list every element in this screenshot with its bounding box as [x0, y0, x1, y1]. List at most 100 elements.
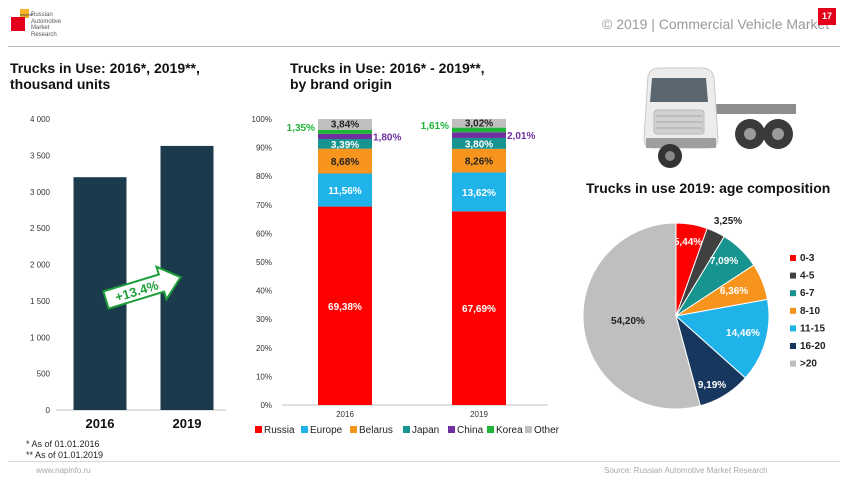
data-label: 2,01% — [507, 131, 535, 142]
legend-swatch-china — [448, 426, 455, 433]
truck-frame — [684, 104, 796, 114]
y-tick-label: 70% — [256, 201, 272, 210]
pie-slice->20 — [582, 222, 701, 410]
legend-label: 11-15 — [800, 323, 825, 334]
bar-segment-china — [318, 133, 372, 139]
logo-line: Market — [31, 25, 50, 31]
legend-label: 4-5 — [800, 271, 815, 282]
y-tick-label: 2 500 — [30, 224, 51, 233]
legend-swatch-16-20 — [790, 343, 796, 349]
header-title: © 2019 | Commercial Vehicle Market — [602, 16, 830, 32]
data-label: 3,84% — [331, 119, 359, 130]
bar-segment-china — [452, 132, 506, 138]
data-label: 8,68% — [331, 157, 359, 168]
y-tick-label: 4 000 — [30, 115, 51, 124]
y-tick-label: 40% — [256, 287, 272, 296]
data-label: 7,09% — [710, 256, 738, 267]
legend-label: Russia — [264, 425, 295, 436]
truck-hub — [744, 128, 756, 140]
data-label: 9,19% — [698, 380, 726, 391]
legend-label: China — [457, 425, 484, 436]
truck-hub — [772, 128, 784, 140]
legend-swatch-korea — [487, 426, 494, 433]
logo-text: Russian Automotive Market Research — [31, 12, 77, 38]
bar-segment-europe — [452, 172, 506, 212]
footnote: * As of 01.01.2016 — [26, 439, 100, 449]
data-label: 3,39% — [331, 140, 359, 151]
data-label: 1,80% — [373, 132, 401, 143]
bar-segment-other — [452, 118, 506, 128]
logo-small-text: napinfo — [20, 12, 34, 17]
bar-segment-russia — [318, 206, 372, 405]
pie-slice-11-15 — [674, 298, 770, 379]
legend-label: 0-3 — [800, 253, 815, 264]
data-label: 1,35% — [287, 123, 315, 134]
data-label: 5,44% — [674, 237, 702, 248]
legend-swatch->20 — [790, 360, 796, 367]
data-label: 6,36% — [720, 286, 748, 297]
truck-image — [643, 67, 796, 168]
y-tick-label: 0% — [260, 401, 272, 410]
y-tick-label: 90% — [256, 144, 272, 153]
y-tick-label: 80% — [256, 172, 272, 181]
x-tick-label: 2019 — [470, 410, 488, 419]
x-tick-label: 2016 — [86, 416, 115, 431]
y-tick-label: 60% — [256, 229, 272, 238]
legend-label: Japan — [412, 425, 439, 436]
footer-url: www.napinfo.ru — [36, 466, 91, 475]
bar-segment-belarus — [318, 148, 372, 174]
chart3-title: Trucks in use 2019: age composition — [586, 180, 831, 196]
data-label: 1,61% — [421, 121, 449, 132]
bar-segment-europe — [318, 173, 372, 207]
bar-segment-belarus — [452, 148, 506, 173]
bar-segment-japan — [452, 137, 506, 149]
y-tick-label: 20% — [256, 344, 272, 353]
legend-swatch-11-15 — [790, 325, 796, 332]
truck-hub — [665, 151, 675, 161]
data-label: 3,02% — [465, 118, 493, 129]
legend-swatch-other — [525, 426, 532, 433]
data-label: 54,20% — [611, 316, 645, 327]
y-tick-label: 1 500 — [30, 297, 51, 306]
y-tick-label: 50% — [256, 258, 272, 267]
logo-line: Russian — [31, 12, 53, 18]
y-tick-label: 100% — [252, 115, 272, 124]
y-tick-label: 500 — [37, 370, 51, 379]
legend-label: >20 — [800, 359, 817, 370]
bar-segment-korea — [452, 127, 506, 133]
data-label: 3,80% — [465, 139, 493, 150]
legend-swatch-belarus — [350, 426, 357, 433]
bar-segment-japan — [318, 138, 372, 149]
legend-label: 6-7 — [800, 288, 815, 299]
legend-swatch-8-10 — [790, 307, 796, 314]
legend-label: 16-20 — [800, 341, 826, 352]
x-tick-label: 2016 — [336, 410, 354, 419]
logo-square-red — [11, 17, 25, 31]
growth-arrow-shape — [102, 265, 183, 310]
legend-label: 8-10 — [800, 306, 820, 317]
logo-line: Research — [31, 31, 57, 38]
y-tick-label: 3 000 — [30, 188, 51, 197]
legend-swatch-europe — [301, 426, 308, 433]
data-label: 11,56% — [328, 186, 361, 197]
legend-swatch-6-7 — [790, 290, 796, 297]
y-tick-label: 1 000 — [30, 333, 51, 342]
legend-swatch-4-5 — [790, 272, 796, 279]
logo-square-orange — [20, 9, 29, 18]
data-label: 14,46% — [726, 328, 760, 339]
footnote: ** As of 01.01.2019 — [26, 450, 104, 460]
y-tick-label: 30% — [256, 315, 272, 324]
bar-segment-other — [318, 119, 372, 130]
data-label: 13,62% — [462, 188, 496, 199]
data-label: 69,38% — [328, 302, 362, 313]
legend-label: Europe — [310, 425, 343, 436]
truck-bumper — [646, 138, 716, 148]
chart1-title: Trucks in Use: 2016*, 2019**, thousand u… — [10, 60, 200, 92]
legend-label: Other — [534, 425, 560, 436]
data-label: 67,69% — [462, 304, 496, 315]
page-number: 17 — [818, 8, 836, 25]
bar-segment-korea — [318, 129, 372, 134]
header-divider — [8, 46, 840, 47]
